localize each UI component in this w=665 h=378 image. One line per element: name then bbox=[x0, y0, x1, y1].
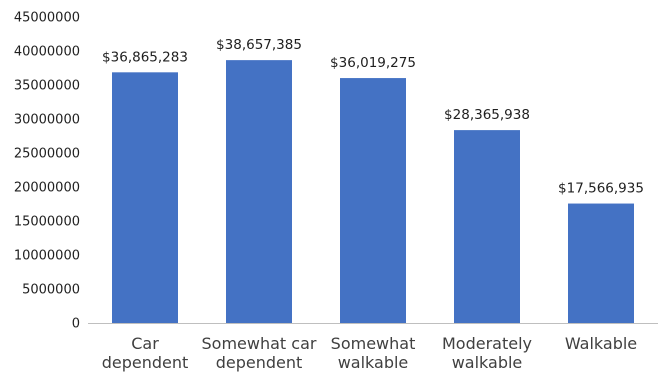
x-category-label-line: Moderately bbox=[442, 334, 532, 353]
x-category-label-line: dependent bbox=[216, 353, 303, 372]
y-tick-label: 5000000 bbox=[22, 283, 80, 298]
x-category-label-line: Somewhat car bbox=[202, 334, 317, 353]
bars bbox=[112, 60, 634, 324]
x-category-label: Walkable bbox=[565, 334, 637, 353]
x-category-label: Somewhat car dependent bbox=[202, 334, 317, 372]
x-category-label-line: Car bbox=[131, 334, 159, 353]
y-tick-label: 20000000 bbox=[14, 181, 80, 196]
y-tick-label: 35000000 bbox=[14, 79, 80, 94]
data-label: $36,865,283 bbox=[102, 49, 188, 65]
bar bbox=[568, 203, 634, 323]
y-axis-ticks: 0 5000000 10000000 15000000 20000000 25000000… bbox=[14, 11, 80, 332]
y-tick-label: 0 bbox=[72, 317, 80, 332]
y-tick-label: 40000000 bbox=[14, 45, 80, 60]
data-label: $36,019,275 bbox=[330, 55, 416, 71]
x-category-label: Somewhat walkable bbox=[331, 334, 416, 372]
bar bbox=[454, 130, 520, 323]
x-category-label-line: dependent bbox=[102, 353, 189, 372]
data-label: $28,365,938 bbox=[444, 107, 530, 123]
data-label: $17,566,935 bbox=[558, 181, 644, 197]
x-category-label-line: Somewhat bbox=[331, 334, 416, 353]
y-tick-label: 15000000 bbox=[14, 215, 80, 230]
data-label: $38,657,385 bbox=[216, 37, 302, 53]
bar bbox=[226, 60, 292, 323]
x-category-label-line: walkable bbox=[452, 353, 523, 372]
x-category-label: Car dependent bbox=[102, 334, 189, 372]
y-tick-label: 25000000 bbox=[14, 147, 80, 162]
y-tick-label: 30000000 bbox=[14, 113, 80, 128]
x-category-label-line: Walkable bbox=[565, 334, 637, 353]
x-category-label-line: walkable bbox=[338, 353, 409, 372]
data-labels: $36,865,283 $38,657,385 $36,019,275 $28,365… bbox=[102, 37, 644, 196]
y-tick-label: 45000000 bbox=[14, 11, 80, 26]
bar bbox=[112, 72, 178, 324]
x-category-label: Moderately walkable bbox=[442, 334, 532, 372]
bar bbox=[340, 78, 406, 323]
y-tick-label: 10000000 bbox=[14, 249, 80, 264]
